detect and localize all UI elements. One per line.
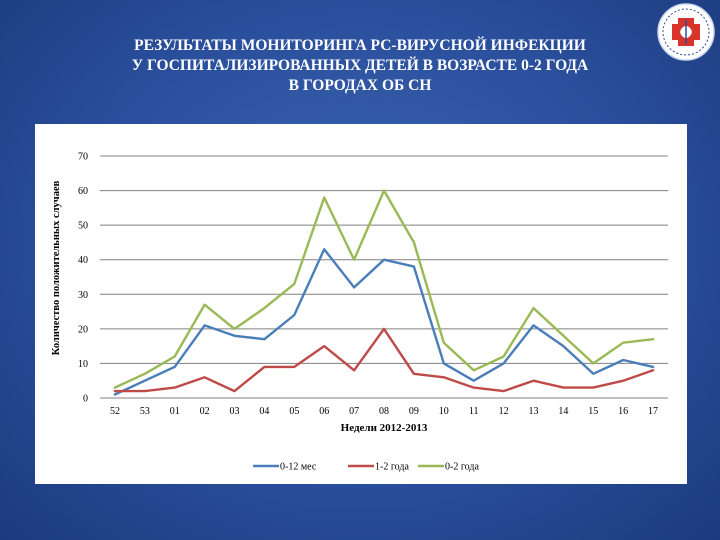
x-tick-label: 04 — [259, 406, 269, 417]
legend-label: 0-12 мес — [280, 462, 317, 473]
title-line-2: У ГОСПИТАЛИЗИРОВАННЫХ ДЕТЕЙ В ВОЗРАСТЕ 0… — [131, 57, 589, 74]
legend-item: 1-2 года — [348, 462, 409, 473]
x-tick-label: 52 — [110, 406, 120, 417]
x-tick-label: 08 — [379, 406, 389, 417]
y-axis-label: Количество положительных случаев — [51, 180, 62, 355]
x-tick-label: 15 — [588, 406, 598, 417]
line-chart: 0 10 20 30 40 50 60 70 52 53 01 02 03 04 05 06 07 08 09 10… — [51, 152, 668, 473]
x-tick-label: 02 — [200, 406, 210, 417]
x-tick-label: 03 — [230, 406, 240, 417]
x-tick-label: 16 — [618, 406, 628, 417]
legend-label: 1-2 года — [375, 462, 409, 473]
chart-legend: 0-12 мес 1-2 года 0-2 года — [253, 462, 479, 473]
title-line-3: В ГОРОДАХ ОБ СН — [288, 77, 432, 94]
x-axis-ticks: 52 53 01 02 03 04 05 06 07 08 09 10 11 12 13 14 15 16 17 — [110, 406, 658, 417]
legend-item: 0-2 года — [418, 462, 479, 473]
legend-item: 0-12 мес — [253, 462, 317, 473]
x-tick-label: 17 — [648, 406, 658, 417]
y-tick-label: 0 — [83, 394, 88, 405]
x-tick-label: 53 — [140, 406, 150, 417]
x-tick-label: 14 — [558, 406, 568, 417]
x-tick-label: 07 — [349, 406, 359, 417]
x-tick-label: 13 — [528, 406, 538, 417]
y-tick-label: 40 — [78, 255, 88, 266]
y-tick-label: 10 — [78, 359, 88, 370]
chart-panel: 0 10 20 30 40 50 60 70 52 53 01 02 03 04 05 06 07 08 09 10… — [35, 124, 687, 484]
series-lines — [113, 189, 655, 396]
y-tick-label: 50 — [78, 221, 88, 232]
x-tick-label: 09 — [409, 406, 419, 417]
y-axis-ticks: 0 10 20 30 40 50 60 70 — [78, 152, 88, 405]
y-tick-label: 70 — [78, 152, 88, 163]
medical-emblem-logo — [657, 3, 715, 61]
x-tick-label: 06 — [319, 406, 329, 417]
y-tick-label: 30 — [78, 290, 88, 301]
x-tick-label: 12 — [499, 406, 509, 417]
x-tick-label: 10 — [439, 406, 449, 417]
x-tick-label: 11 — [469, 406, 479, 417]
title-line-1: РЕЗУЛЬТАТЫ МОНИТОРИНГА РС-ВИРУСНОЙ ИНФЕК… — [134, 37, 586, 54]
y-tick-label: 60 — [78, 186, 88, 197]
series-line-1 — [113, 248, 655, 396]
slide-title: РЕЗУЛЬТАТЫ МОНИТОРИНГА РС-ВИРУСНОЙ ИНФЕК… — [60, 36, 660, 96]
x-tick-label: 01 — [170, 406, 180, 417]
series-line-2 — [113, 327, 655, 393]
x-tick-label: 05 — [289, 406, 299, 417]
legend-label: 0-2 года — [445, 462, 479, 473]
x-axis-label: Недели 2012-2013 — [341, 422, 428, 434]
y-tick-label: 20 — [78, 324, 88, 335]
series-line-3 — [113, 189, 655, 389]
